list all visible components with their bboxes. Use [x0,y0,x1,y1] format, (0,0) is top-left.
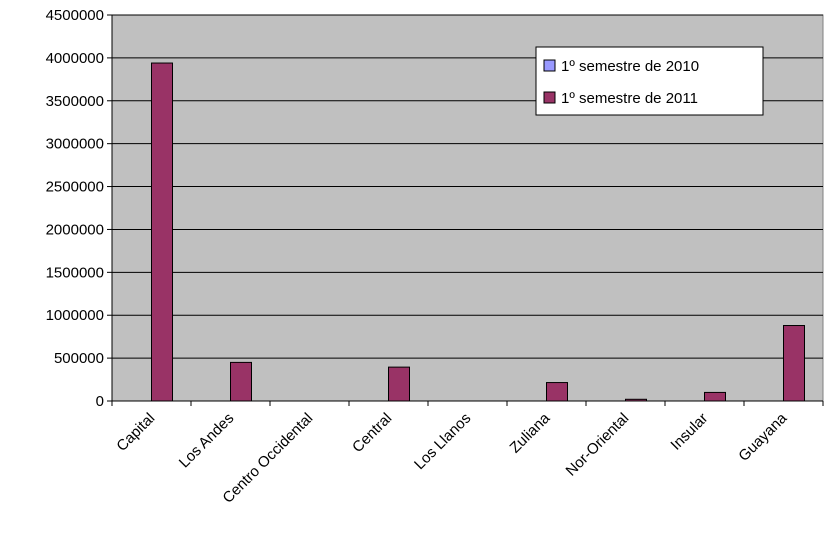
x-tick-label: Capital [113,410,158,455]
x-tick-label: Los Llanos [411,410,474,473]
bars [151,62,805,402]
x-tick-label: Insular [667,410,711,454]
bar-guayana-2011 [783,325,805,402]
legend-swatch-2011 [543,91,556,104]
bar-insular-2011 [704,391,726,402]
y-tick-label: 4500000 [46,7,104,24]
x-tick-label: Nor-Oriental [563,410,633,480]
y-axis-ticks: 0 500000 1000000 1500000 2000000 2500000 30000… [46,7,112,410]
y-tick-label: 1000000 [46,307,104,324]
y-tick-label: 3000000 [46,136,104,153]
y-tick-label: 0 [96,393,104,410]
y-tick-label: 3500000 [46,93,104,110]
legend-swatch-2010 [543,59,556,72]
bar-zuliana-2011 [546,382,568,402]
legend-label-2011: 1º semestre de 2011 [561,90,698,107]
y-tick-label: 1500000 [46,264,104,281]
x-tick-label: Guayana [735,409,791,465]
legend-label-2010: 1º semestre de 2010 [561,58,699,75]
x-tick-label: Zuliana [507,409,554,456]
legend: 1º semestre de 2010 1º semestre de 2011 [535,46,764,116]
y-tick-label: 2000000 [46,221,104,238]
bar-capital-2011 [151,62,173,402]
y-tick-label: 500000 [54,350,104,367]
legend-box [535,46,764,116]
bar-los-andes-2011 [230,361,252,402]
x-tick-label: Central [349,410,395,456]
x-tick-label: Los Andes [176,410,238,472]
bar-central-2011 [388,366,410,402]
y-tick-label: 2500000 [46,179,104,196]
y-tick-label: 4000000 [46,50,104,67]
